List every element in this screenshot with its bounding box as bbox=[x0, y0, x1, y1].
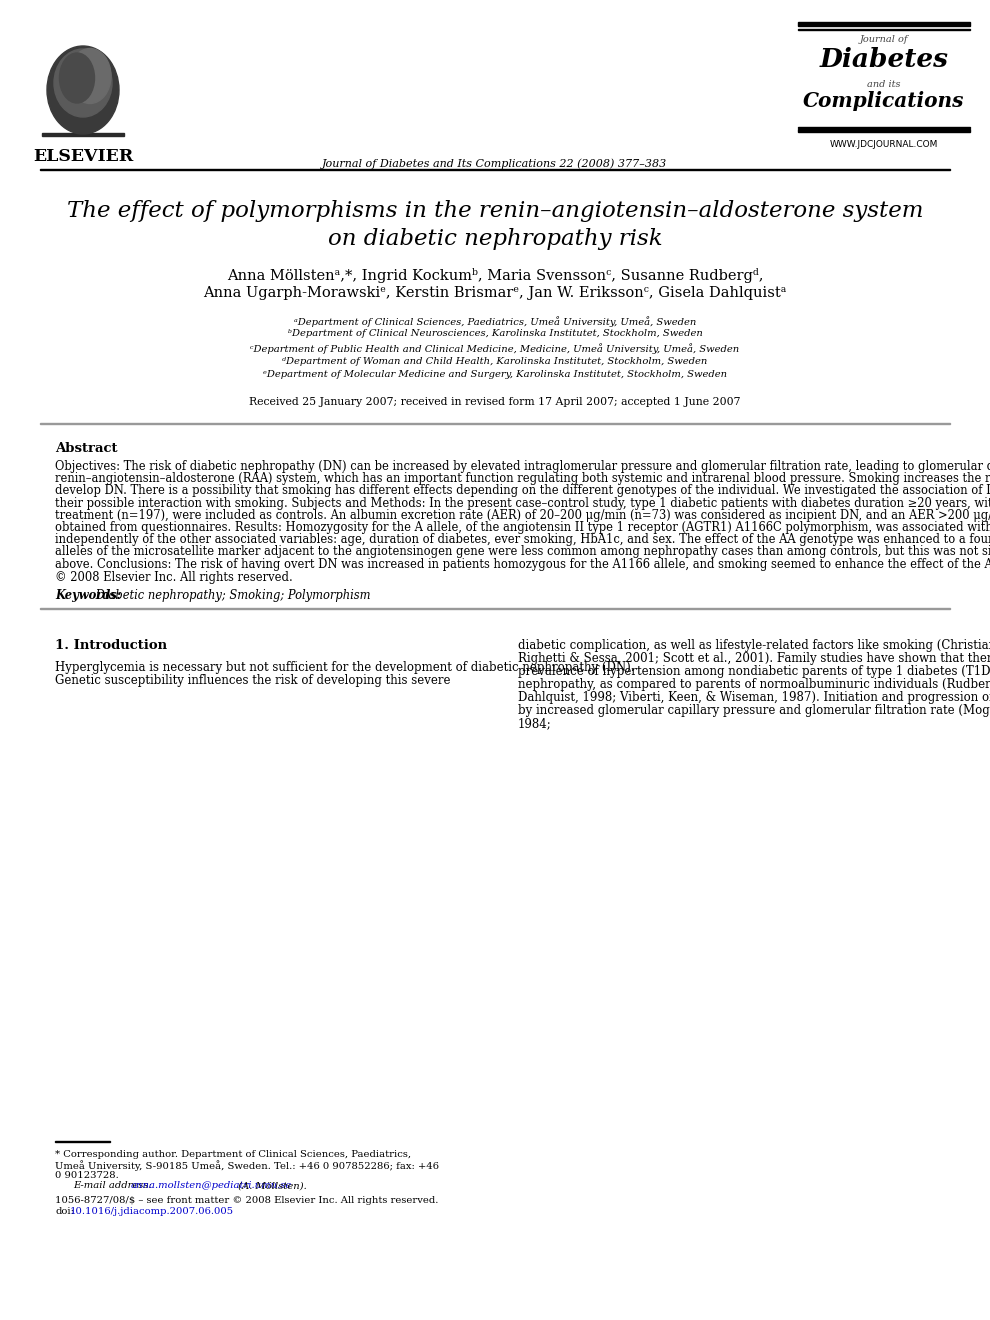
Bar bbox=[798, 22, 970, 26]
Text: Dahlquist, 1998; Viberti, Keen, & Wiseman, 1987). Initiation and progression of : Dahlquist, 1998; Viberti, Keen, & Wisema… bbox=[518, 692, 990, 704]
Text: Righetti & Sessa, 2001; Scott et al., 2001). Family studies have shown that ther: Righetti & Sessa, 2001; Scott et al., 20… bbox=[518, 652, 990, 665]
Text: Keywords:: Keywords: bbox=[55, 589, 121, 602]
Text: Objectives: The risk of diabetic nephropathy (DN) can be increased by elevated i: Objectives: The risk of diabetic nephrop… bbox=[55, 459, 990, 473]
Text: (A. Möllsten).: (A. Möllsten). bbox=[235, 1181, 307, 1191]
Text: Abstract: Abstract bbox=[55, 442, 118, 455]
Text: Anna Ugarph-Morawskiᵉ, Kerstin Brismarᵉ, Jan W. Erikssonᶜ, Gisela Dahlquistᵃ: Anna Ugarph-Morawskiᵉ, Kerstin Brismarᵉ,… bbox=[203, 286, 787, 300]
Text: 1. Introduction: 1. Introduction bbox=[55, 639, 167, 652]
Text: their possible interaction with smoking. Subjects and Methods: In the present ca: their possible interaction with smoking.… bbox=[55, 496, 990, 510]
Ellipse shape bbox=[59, 53, 94, 103]
Text: Diabetic nephropathy; Smoking; Polymorphism: Diabetic nephropathy; Smoking; Polymorph… bbox=[92, 589, 371, 602]
Text: ᵇDepartment of Clinical Neurosciences, Karolinska Institutet, Stockholm, Sweden: ᵇDepartment of Clinical Neurosciences, K… bbox=[287, 330, 703, 338]
Text: Journal of Diabetes and Its Complications 22 (2008) 377–383: Journal of Diabetes and Its Complication… bbox=[323, 158, 667, 169]
Text: obtained from questionnaires. Results: Homozygosity for the A allele, of the ang: obtained from questionnaires. Results: H… bbox=[55, 521, 990, 535]
Text: ᵃDepartment of Clinical Sciences, Paediatrics, Umeå University, Umeå, Sweden: ᵃDepartment of Clinical Sciences, Paedia… bbox=[294, 315, 696, 327]
Text: ᵈDepartment of Woman and Child Health, Karolinska Institutet, Stockholm, Sweden: ᵈDepartment of Woman and Child Health, K… bbox=[282, 356, 708, 366]
Text: ELSEVIER: ELSEVIER bbox=[33, 148, 133, 165]
Text: © 2008 Elsevier Inc. All rights reserved.: © 2008 Elsevier Inc. All rights reserved… bbox=[55, 570, 293, 583]
Text: Genetic susceptibility influences the risk of developing this severe: Genetic susceptibility influences the ri… bbox=[55, 675, 450, 688]
Text: by increased glomerular capillary pressure and glomerular filtration rate (Mogen: by increased glomerular capillary pressu… bbox=[518, 704, 990, 717]
Text: * Corresponding author. Department of Clinical Sciences, Paediatrics,: * Corresponding author. Department of Cl… bbox=[55, 1150, 411, 1159]
Text: and its: and its bbox=[867, 81, 901, 88]
Text: prevalence of hypertension among nondiabetic parents of type 1 diabetes (T1D) pr: prevalence of hypertension among nondiab… bbox=[518, 665, 990, 678]
Text: develop DN. There is a possibility that smoking has different effects depending : develop DN. There is a possibility that … bbox=[55, 484, 990, 498]
Text: alleles of the microsatellite marker adjacent to the angiotensinogen gene were l: alleles of the microsatellite marker adj… bbox=[55, 545, 990, 558]
Text: doi:: doi: bbox=[55, 1206, 74, 1216]
Text: Anna Möllstenᵃ,*, Ingrid Kockumᵇ, Maria Svenssonᶜ, Susanne Rudbergᵈ,: Anna Möllstenᵃ,*, Ingrid Kockumᵇ, Maria … bbox=[227, 268, 763, 282]
Text: Hyperglycemia is necessary but not sufficient for the development of diabetic ne: Hyperglycemia is necessary but not suffi… bbox=[55, 661, 635, 675]
Text: above. Conclusions: The risk of having overt DN was increased in patients homozy: above. Conclusions: The risk of having o… bbox=[55, 557, 990, 570]
Ellipse shape bbox=[54, 49, 112, 117]
Text: Diabetes: Diabetes bbox=[820, 48, 948, 73]
Text: independently of the other associated variables: age, duration of diabetes, ever: independently of the other associated va… bbox=[55, 533, 990, 546]
Bar bbox=[798, 128, 970, 132]
Ellipse shape bbox=[69, 49, 111, 103]
Bar bbox=[76, 114, 90, 133]
Text: Journal of: Journal of bbox=[859, 36, 908, 44]
Text: treatment (n=197), were included as controls. An albumin excretion rate (AER) of: treatment (n=197), were included as cont… bbox=[55, 508, 990, 521]
Text: anna.mollsten@pediatri.umu.se: anna.mollsten@pediatri.umu.se bbox=[131, 1181, 292, 1191]
Text: WWW.JDCJOURNAL.COM: WWW.JDCJOURNAL.COM bbox=[830, 140, 939, 149]
Text: on diabetic nephropathy risk: on diabetic nephropathy risk bbox=[328, 228, 662, 249]
Text: diabetic complication, as well as lifestyle-related factors like smoking (Christ: diabetic complication, as well as lifest… bbox=[518, 639, 990, 652]
Text: Complications: Complications bbox=[803, 91, 964, 111]
Bar bbox=[798, 29, 970, 30]
Text: 0 90123728.: 0 90123728. bbox=[55, 1171, 119, 1180]
Text: renin–angiotensin–aldosterone (RAA) system, which has an important function regu: renin–angiotensin–aldosterone (RAA) syst… bbox=[55, 473, 990, 486]
Text: nephropathy, as compared to parents of normoalbuminuric individuals (Rudberg, St: nephropathy, as compared to parents of n… bbox=[518, 678, 990, 692]
Text: E-mail address:: E-mail address: bbox=[73, 1181, 155, 1191]
Text: Umeå University, S-90185 Umeå, Sweden. Tel.: +46 0 907852286; fax: +46: Umeå University, S-90185 Umeå, Sweden. T… bbox=[55, 1160, 439, 1171]
Ellipse shape bbox=[47, 46, 119, 135]
Text: The effect of polymorphisms in the renin–angiotensin–aldosterone system: The effect of polymorphisms in the renin… bbox=[66, 201, 924, 222]
Bar bbox=[798, 127, 970, 128]
Text: Received 25 January 2007; received in revised form 17 April 2007; accepted 1 Jun: Received 25 January 2007; received in re… bbox=[249, 397, 741, 407]
Text: 1056-8727/08/$ – see front matter © 2008 Elsevier Inc. All rights reserved.: 1056-8727/08/$ – see front matter © 2008… bbox=[55, 1196, 439, 1205]
Bar bbox=[42, 133, 124, 136]
Text: 10.1016/j.jdiacomp.2007.06.005: 10.1016/j.jdiacomp.2007.06.005 bbox=[69, 1206, 234, 1216]
Text: 1984;: 1984; bbox=[518, 717, 551, 730]
Text: ᶜDepartment of Public Health and Clinical Medicine, Medicine, Umeå University, U: ᶜDepartment of Public Health and Clinica… bbox=[250, 343, 740, 354]
Text: ᵉDepartment of Molecular Medicine and Surgery, Karolinska Institutet, Stockholm,: ᵉDepartment of Molecular Medicine and Su… bbox=[263, 370, 727, 379]
